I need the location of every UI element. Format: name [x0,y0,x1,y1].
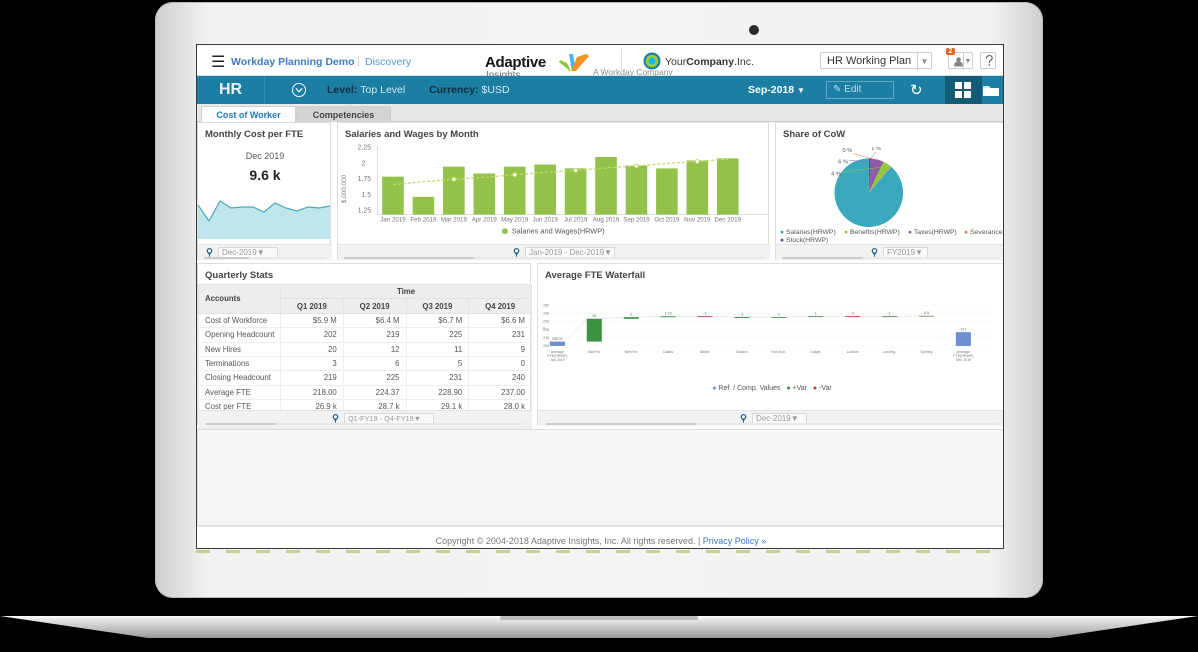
svg-text:Nov 2019: Nov 2019 [684,216,711,223]
svg-text:$,000,000: $,000,000 [341,174,348,203]
svg-text:Feb 2019: Feb 2019 [410,216,437,223]
svg-text:Sep 2019: Sep 2019 [623,216,650,223]
svg-text:Sydney: Sydney [921,350,933,354]
svg-text:6 %: 6 % [838,159,848,165]
svg-text:1.75: 1.75 [358,176,372,183]
svg-text:Dec 2019: Dec 2019 [956,358,971,362]
svg-text:Dallas: Dallas [663,350,673,354]
svg-text:Apr 2019: Apr 2019 [472,216,498,223]
svg-text:#: # [542,327,546,329]
svg-text:Adaptive: Adaptive [485,54,546,71]
svg-text:SanFra.: SanFra. [588,350,601,354]
svg-text:May 2019: May 2019 [501,216,529,223]
svg-text:205.37: 205.37 [552,337,563,341]
svg-text:2: 2 [362,160,366,167]
svg-text:250: 250 [543,303,549,307]
svg-text:LasVeg.: LasVeg. [883,350,896,354]
svg-text:2: 2 [630,312,632,316]
svg-text:Jan 2019: Jan 2019 [550,358,565,362]
svg-text:FTE(HRWP): FTE(HRWP) [547,354,567,358]
svg-text:217: 217 [960,327,966,331]
svg-text:Atlant.: Atlant. [700,350,710,354]
svg-text:200: 200 [543,344,549,348]
svg-text:240: 240 [543,312,549,316]
svg-text:230: 230 [543,320,549,324]
svg-text:1: 1 [889,312,891,316]
svg-text:0 %: 0 % [843,148,853,154]
svg-text:Salaries and Wages(HRWP): Salaries and Wages(HRWP) [512,227,605,236]
svg-text:1.15: 1.15 [665,312,672,316]
svg-text:Dec 2019: Dec 2019 [715,216,742,223]
svg-text:Jun 2019: Jun 2019 [532,216,558,223]
svg-text:NewYor.: NewYor. [625,350,638,354]
svg-text:0.5: 0.5 [924,311,929,315]
svg-text:4 %: 4 % [831,172,841,178]
svg-text:28: 28 [592,314,596,318]
svg-text:Average: Average [551,350,564,354]
svg-text:Hon.Kon.: Hon.Kon. [771,350,786,354]
svg-text:Boston: Boston [736,350,747,354]
svg-text:2.25: 2.25 [358,145,372,152]
svg-text:1: 1 [815,312,817,316]
svg-text:Aug 2019: Aug 2019 [593,216,620,223]
svg-text:1.25: 1.25 [358,208,372,215]
svg-text:Calgar.: Calgar. [810,350,821,354]
svg-text:FTE(HRWP): FTE(HRWP) [953,354,973,358]
svg-text:Mar 2019: Mar 2019 [441,216,468,223]
svg-text:-1: -1 [703,312,706,316]
svg-text:1.5: 1.5 [362,192,372,199]
svg-text:Jan 2019: Jan 2019 [380,216,406,223]
svg-text:Jul 2019: Jul 2019 [564,216,588,223]
svg-text:Oct 2019: Oct 2019 [654,216,680,223]
svg-text:-1: -1 [740,312,743,316]
svg-text:210: 210 [543,336,549,340]
svg-text:Average: Average [957,350,970,354]
svg-text:-1: -1 [851,312,854,316]
svg-text:1: 1 [778,312,780,316]
svg-text:1 %: 1 % [871,147,881,152]
svg-text:London: London [847,350,859,354]
